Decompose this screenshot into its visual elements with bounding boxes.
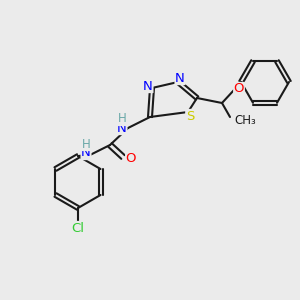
Text: H: H [118, 112, 126, 125]
Text: O: O [126, 152, 136, 166]
Text: CH₃: CH₃ [234, 115, 256, 128]
Text: S: S [186, 110, 194, 122]
Text: N: N [81, 146, 91, 160]
Text: N: N [117, 122, 127, 134]
Text: N: N [143, 80, 153, 92]
Text: Cl: Cl [71, 221, 85, 235]
Text: N: N [175, 71, 185, 85]
Text: O: O [234, 82, 244, 95]
Text: H: H [82, 137, 90, 151]
